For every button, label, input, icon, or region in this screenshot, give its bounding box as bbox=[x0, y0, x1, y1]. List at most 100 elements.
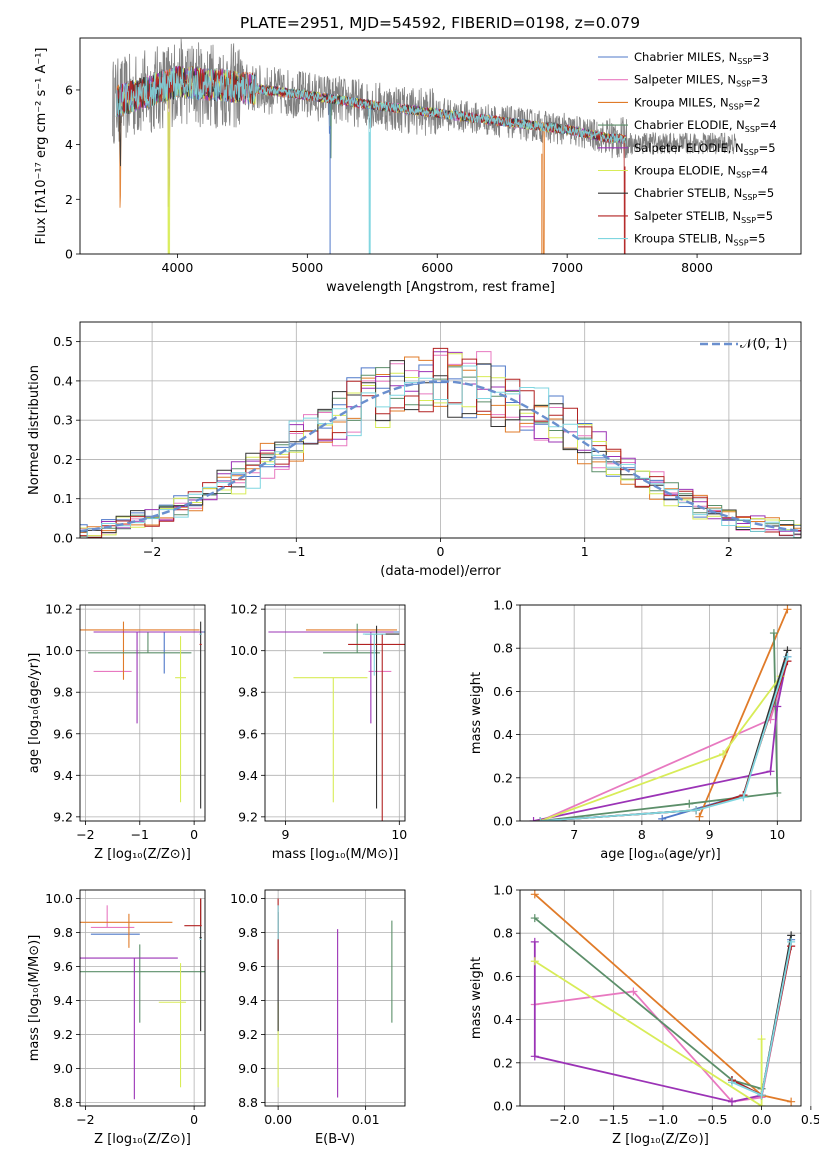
marker-salpeter_elodie bbox=[529, 817, 538, 821]
y-tick-label: 1.0 bbox=[493, 598, 513, 613]
marker-salpeter_miles bbox=[629, 987, 638, 996]
spectrum-panel: 4000 5000 6000 7000 8000 0 2 4 6 wavelength [Angs… bbox=[34, 37, 802, 295]
axes-frame bbox=[79, 321, 802, 539]
mass-weight-line-kroupa_elodie bbox=[539, 675, 782, 821]
x-tick-label: 9 bbox=[706, 827, 714, 842]
plot-area bbox=[529, 605, 792, 821]
legend-entry: Kroupa MILES, NSSP=2 bbox=[634, 95, 760, 111]
model-spectrum-kroupa_stelib bbox=[115, 66, 627, 254]
y-tick-label: 9.8 bbox=[238, 685, 258, 700]
x-tick-label: 0 bbox=[190, 1112, 198, 1127]
marker-salpeter_elodie bbox=[773, 702, 782, 711]
y-tick-label: 9.4 bbox=[238, 993, 258, 1008]
legend-entry: Salpeter STELIB, NSSP=5 bbox=[634, 209, 773, 225]
y-tick-label: 6 bbox=[65, 82, 73, 97]
marker-chabrier_elodie bbox=[530, 914, 539, 923]
axes-frame bbox=[79, 604, 206, 822]
x-tick-label: −2 bbox=[143, 544, 161, 559]
y-tick-label: 10.0 bbox=[45, 891, 73, 906]
spectrum-legend: Chabrier MILES, NSSP=3 Salpeter MILES, NS… bbox=[598, 50, 777, 248]
plot-area bbox=[80, 898, 205, 1100]
legend-entry: Salpeter MILES, NSSP=3 bbox=[634, 73, 768, 89]
legend-entry: Chabrier ELODIE, NSSP=4 bbox=[634, 118, 777, 134]
marker-kroupa_miles bbox=[787, 1097, 796, 1106]
y-tick-label: 9.6 bbox=[53, 726, 73, 741]
axes-frame bbox=[264, 889, 406, 1107]
normal-curve bbox=[80, 380, 801, 533]
axes-frame bbox=[519, 604, 802, 822]
x-tick-label: −1 bbox=[131, 827, 149, 842]
histogram-chabrier_stelib bbox=[80, 360, 801, 535]
x-tick-label: 6000 bbox=[421, 260, 453, 275]
histogram-chabrier_miles bbox=[80, 363, 801, 537]
marker-kroupa_stelib bbox=[692, 806, 701, 815]
marker-salpeter_elodie bbox=[766, 767, 775, 776]
mass-age-panel: 9 10 9.2 9.4 9.6 9.8 10.0 10.2 mass [log₁₀(M/M⊙)… bbox=[230, 602, 407, 862]
x-tick-label: 7000 bbox=[551, 260, 583, 275]
mass-weight-line-kroupa_elodie bbox=[534, 960, 763, 1106]
plot-area bbox=[277, 898, 393, 1098]
y-tick-label: 0.8 bbox=[493, 926, 513, 941]
y-tick-label: 0.2 bbox=[53, 452, 73, 467]
y-tick-label: 10.0 bbox=[230, 643, 258, 658]
marker-chabrier_miles bbox=[658, 814, 667, 821]
marker-chabrier_elodie bbox=[773, 788, 782, 797]
y-tick-label: 0.4 bbox=[493, 1012, 513, 1027]
y-tick-label: 9.0 bbox=[53, 1061, 73, 1076]
x-tick-label: −0.5 bbox=[697, 1112, 727, 1127]
x-tick-label: 0.0 bbox=[752, 1112, 772, 1127]
y-axis-label: age [log₁₀(age/yr)] bbox=[27, 653, 42, 774]
main-title: PLATE=2951, MJD=54592, FIBERID=0198, z=0… bbox=[240, 14, 640, 32]
y-tick-label: 9.2 bbox=[53, 809, 73, 824]
age-weight-panel: 7 8 9 10 0.0 0.2 0.4 0.6 0.8 1.0 age [log₁₀(age/yr… bbox=[469, 598, 802, 862]
marker-kroupa_elodie bbox=[530, 957, 539, 966]
marker-salpeter_elodie bbox=[530, 1052, 539, 1061]
x-axis-label: Z [log₁₀(Z/Z⊙)] bbox=[94, 1132, 191, 1147]
x-tick-label: 0.01 bbox=[352, 1112, 380, 1127]
marker-kroupa_stelib bbox=[783, 652, 792, 661]
marker-kroupa_stelib bbox=[536, 817, 545, 821]
y-tick-label: 9.4 bbox=[53, 993, 73, 1008]
y-tick-label: 2 bbox=[65, 192, 73, 207]
y-tick-label: 0 bbox=[65, 247, 73, 262]
x-axis-label: E(B-V) bbox=[315, 1132, 355, 1147]
marker-kroupa_miles bbox=[695, 812, 704, 821]
y-tick-label: 1.0 bbox=[493, 883, 513, 898]
x-tick-label: 0 bbox=[437, 544, 445, 559]
y-tick-label: 0.6 bbox=[493, 684, 513, 699]
y-tick-label: 10.0 bbox=[230, 891, 258, 906]
x-axis-label: Z [log₁₀(Z/Z⊙)] bbox=[94, 847, 191, 862]
y-tick-label: 4 bbox=[65, 137, 73, 152]
y-tick-label: 9.8 bbox=[53, 685, 73, 700]
x-axis-label: Z [log₁₀(Z/Z⊙)] bbox=[612, 1132, 709, 1147]
mass-weight-line-chabrier_elodie bbox=[540, 633, 779, 821]
plot-area bbox=[112, 38, 737, 254]
x-tick-label: −1.0 bbox=[648, 1112, 678, 1127]
y-tick-label: 0.2 bbox=[493, 1055, 513, 1070]
y-tick-label: 10.2 bbox=[230, 602, 258, 617]
y-tick-label: 9.6 bbox=[53, 959, 73, 974]
y-tick-label: 0.0 bbox=[493, 814, 513, 829]
y-tick-label: 9.2 bbox=[53, 1027, 73, 1042]
y-tick-label: 0.5 bbox=[53, 334, 73, 349]
mass-weight-line-kroupa_stelib bbox=[540, 656, 789, 821]
x-tick-label: 2 bbox=[725, 544, 733, 559]
y-axis-label: mass weight bbox=[469, 957, 484, 1039]
y-tick-label: 0.3 bbox=[53, 413, 73, 428]
residual-panel: −2 −1 0 1 2 0.0 0.1 0.2 0.3 0.4 0.5 (data-model)/er… bbox=[27, 321, 802, 579]
histogram-chabrier_elodie bbox=[80, 366, 801, 538]
y-tick-label: 9.8 bbox=[53, 925, 73, 940]
x-axis-label: mass [log₁₀(M/M⊙)] bbox=[272, 847, 399, 862]
axes-frame bbox=[79, 37, 802, 255]
marker-kroupa_stelib bbox=[787, 937, 796, 946]
x-tick-label: 9 bbox=[282, 827, 290, 842]
x-tick-label: 0 bbox=[190, 827, 198, 842]
x-tick-label: 0.00 bbox=[264, 1112, 292, 1127]
y-tick-label: 0.2 bbox=[493, 770, 513, 785]
y-tick-label: 8.8 bbox=[238, 1095, 258, 1110]
ebv-mass-panel: 0.00 0.01 8.8 9.0 9.2 9.4 9.6 9.8 10.0 E(B-V) bbox=[230, 889, 406, 1147]
y-tick-label: 9.6 bbox=[238, 959, 258, 974]
y-axis-label: Flux [fλ10⁻¹⁷ erg cm⁻² s⁻¹ A⁻¹] bbox=[34, 48, 49, 245]
legend-entry: Kroupa ELODIE, NSSP=4 bbox=[634, 164, 768, 180]
z-age-panel: −2 −1 0 9.2 9.4 9.6 9.8 10.0 10.2 Z [log₁₀(Z/Z⊙)]… bbox=[27, 602, 206, 862]
